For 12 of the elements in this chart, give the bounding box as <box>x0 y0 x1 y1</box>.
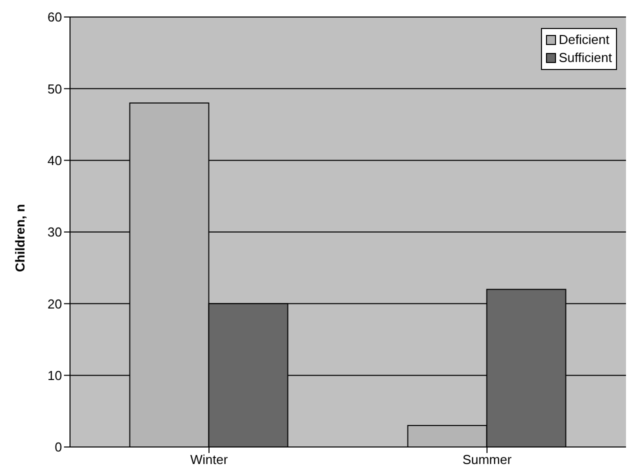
y-tick-label: 10 <box>48 368 62 383</box>
y-tick-label: 60 <box>48 10 62 25</box>
y-tick-label: 0 <box>54 440 62 455</box>
legend-label: Deficient <box>558 31 610 49</box>
x-tick-label: Winter <box>190 452 228 468</box>
y-axis-title: Children, n <box>12 204 28 272</box>
x-tick-label: Summer <box>462 452 512 468</box>
y-tick-label: 50 <box>48 81 62 96</box>
y-tick-label: 30 <box>48 224 62 240</box>
y-tick-label: 40 <box>48 152 62 168</box>
legend-label: Sufficient <box>558 49 612 67</box>
y-tick-label: 20 <box>48 296 62 312</box>
